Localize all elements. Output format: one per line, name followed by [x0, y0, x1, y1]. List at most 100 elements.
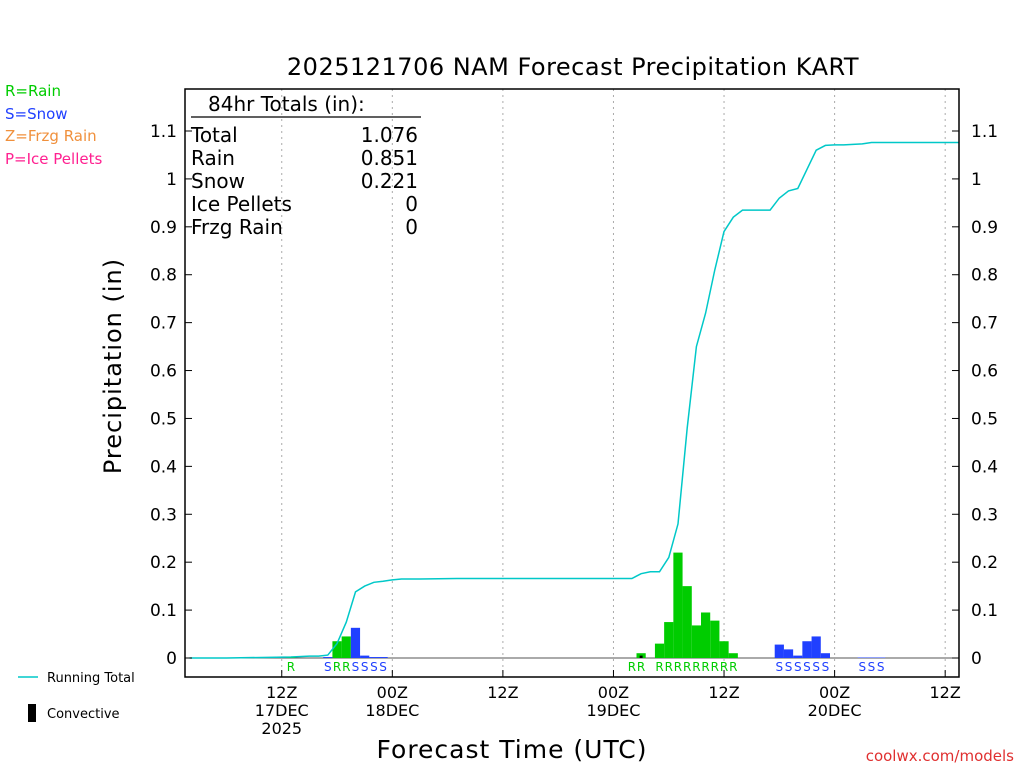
precip-type-letter: R [701, 660, 709, 674]
rain-bar [701, 612, 711, 658]
y-tick-label-right: 0.9 [971, 218, 998, 238]
y-tick-label-right: 0.1 [971, 601, 998, 621]
precip-type-letter: R [665, 660, 673, 674]
totals-label-ice-pellets: Ice Pellets [191, 192, 292, 216]
precip-type-letter: S [822, 660, 830, 674]
y-tick-label-left: 1.1 [150, 122, 177, 142]
y-tick-label-right: 1 [971, 170, 982, 190]
y-tick-label-left: 0.4 [150, 457, 177, 477]
totals-value-snow: 0.221 [361, 169, 418, 193]
y-tick-label-right: 0.4 [971, 457, 998, 477]
bars-layer [286, 552, 886, 659]
snow-bar [323, 657, 333, 658]
rain-bar [332, 641, 342, 658]
snow-bar [820, 653, 830, 658]
y-tick-label-left: 0.3 [150, 505, 177, 525]
precip-type-letter: R [333, 660, 341, 674]
rain-bar [664, 622, 674, 658]
rain-bar [673, 552, 683, 658]
y-tick-label-left: 0.8 [150, 266, 177, 286]
snow-bar [866, 657, 877, 659]
x-tick-label: 20DEC [808, 701, 862, 720]
totals-label-frzg-rain: Frzg Rain [191, 215, 283, 239]
precip-type-letter: S [803, 660, 811, 674]
y-tick-label-right: 0.3 [971, 505, 998, 525]
totals-label-snow: Snow [191, 169, 245, 193]
precip-type-letter: S [877, 660, 885, 674]
y-tick-label-left: 0.5 [150, 409, 177, 429]
precip-type-letter: R [655, 660, 663, 674]
totals-value-ice-pellets: 0 [405, 192, 418, 216]
y-tick-label-right: 0.6 [971, 362, 998, 382]
totals-value-frzg-rain: 0 [405, 215, 418, 239]
x-tick-label: 12Z [930, 683, 961, 702]
legend-snow: S=Snow [5, 105, 68, 123]
y-tick-label-right: 1.1 [971, 122, 998, 142]
y-tick-label-left: 0.2 [150, 553, 177, 573]
grid-lines [185, 89, 959, 677]
running-total-layer [189, 141, 959, 659]
y-tick-label-right: 0.5 [971, 409, 998, 429]
snow-bar [369, 657, 379, 658]
precip-type-letter: S [858, 660, 866, 674]
precip-type-letter: S [868, 660, 876, 674]
precip-type-letter: S [812, 660, 820, 674]
legend-ice-pellets: P=Ice Pellets [5, 150, 102, 168]
convective-bar [639, 655, 643, 658]
precip-type-letter: R [628, 660, 636, 674]
x-tick-label: 2025 [261, 719, 302, 738]
precip-type-letter: S [324, 660, 332, 674]
rain-bar [710, 620, 720, 658]
rain-bar [728, 653, 738, 658]
snow-bar [360, 655, 370, 658]
snow-bar [350, 627, 361, 658]
credit-text: coolwx.com/models [866, 747, 1014, 765]
y-tick-label-left: 0.6 [150, 362, 177, 382]
rain-bar [341, 636, 351, 658]
precip-type-letter: R [711, 660, 719, 674]
x-tick-label: 12Z [266, 683, 297, 702]
totals-value-total: 1.076 [361, 123, 418, 147]
snow-bar [783, 649, 794, 658]
precip-type-letter: R [692, 660, 700, 674]
y-tick-label-right: 0.8 [971, 266, 998, 286]
totals-box: 84hr Totals (in): Total 1.076 Rain 0.851… [190, 92, 421, 239]
precip-type-letter: R [637, 660, 645, 674]
precip-type-letter: R [720, 660, 728, 674]
legend-rain: R=Rain [5, 82, 61, 100]
legend-convective-label: Convective [47, 707, 120, 722]
y-tick-label-left: 0.9 [150, 218, 177, 238]
precip-type-letter: R [729, 660, 737, 674]
y-tick-label-left: 0.1 [150, 601, 177, 621]
snow-bar [793, 655, 803, 658]
precip-type-letter: S [776, 660, 784, 674]
totals-value-rain: 0.851 [361, 146, 418, 170]
totals-label-rain: Rain [191, 146, 235, 170]
precip-type-letter: S [361, 660, 369, 674]
precip-type-letter: S [785, 660, 793, 674]
x-tick-label: 19DEC [586, 701, 640, 720]
snow-bar [811, 636, 821, 658]
rain-bar [654, 643, 665, 658]
rain-bar [691, 625, 701, 658]
y-tick-label-right: 0.7 [971, 314, 998, 334]
snow-bar [857, 657, 867, 659]
x-tick-label: 00Z [819, 683, 850, 702]
snow-bar [876, 657, 886, 659]
precip-type-letter: S [370, 660, 378, 674]
rain-bar [682, 586, 692, 658]
precip-type-letter: R [674, 660, 682, 674]
x-tick-label: 00Z [598, 683, 629, 702]
precip-type-letter: S [794, 660, 802, 674]
legend-convective-swatch [28, 704, 36, 722]
y-axis-label: Precipitation (in) [99, 258, 127, 474]
precip-type-letter: S [379, 660, 387, 674]
legend-running-total-label: Running Total [47, 671, 135, 686]
running-total-line [189, 141, 959, 659]
y-tick-label-left: 1 [166, 170, 177, 190]
rain-bar [719, 641, 729, 658]
precip-type-letter: R [683, 660, 691, 674]
